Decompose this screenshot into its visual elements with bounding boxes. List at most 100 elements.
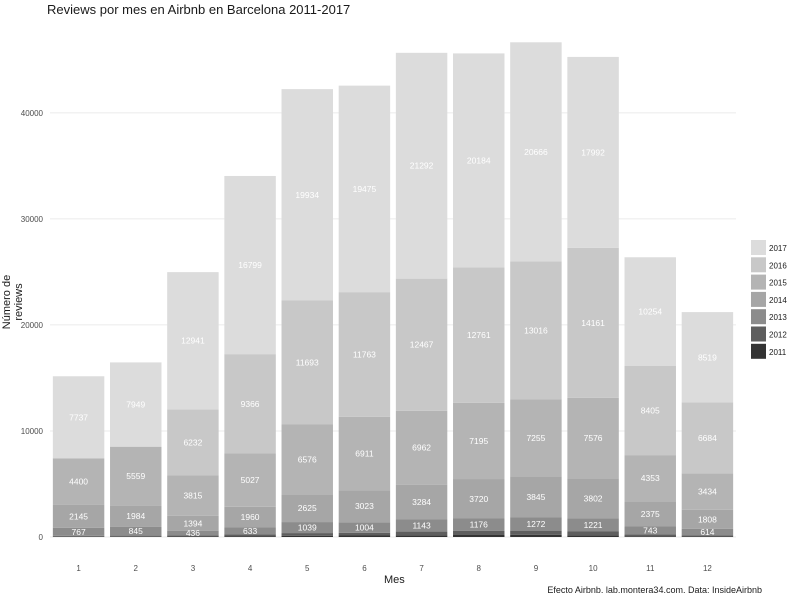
legend-label: 2013 [769, 313, 787, 322]
bars [52, 42, 734, 537]
bar-segment [395, 519, 448, 532]
legend-label: 2016 [769, 261, 787, 270]
bar-segment [624, 365, 676, 456]
bar-segment [395, 535, 448, 537]
bar-segment [395, 531, 448, 536]
bar-value-label: 7255 [526, 433, 545, 443]
bar-value-label: 5559 [126, 471, 145, 481]
bar-segment [167, 535, 219, 537]
bar-segment [281, 89, 333, 301]
x-tick-label: 1 [76, 564, 81, 573]
bar-segment [624, 536, 676, 537]
bar-segment [567, 478, 619, 519]
bar-segment [510, 42, 562, 262]
x-tick-label: 11 [646, 564, 655, 573]
bar-segment [681, 402, 734, 474]
bar-segment [338, 416, 391, 491]
bar-segment [624, 455, 676, 502]
bar-value-label: 10254 [638, 307, 662, 317]
bar-segment [167, 409, 219, 476]
bar-value-label: 8405 [641, 406, 660, 416]
bar-segment [453, 402, 505, 480]
bar-segment [567, 397, 619, 479]
bar-value-label: 1176 [470, 520, 489, 530]
bar-segment [110, 505, 162, 527]
bar-value-label: 4400 [69, 477, 88, 487]
bar-segment [624, 526, 676, 535]
bar-segment [338, 522, 391, 533]
bar-segment [510, 534, 562, 537]
bar-value-label: 8519 [698, 352, 717, 362]
bar-value-label: 9366 [241, 399, 260, 409]
bar-value-label: 13016 [524, 325, 548, 335]
x-tick-label: 2 [134, 564, 139, 573]
bar-value-label: 5027 [241, 475, 260, 485]
bar-value-label: 14161 [581, 318, 605, 328]
bar-segment [52, 535, 105, 537]
chart-title: Reviews por mes en Airbnb en Barcelona 2… [47, 2, 351, 17]
bar-value-label: 19475 [353, 184, 377, 194]
bar-segment [624, 534, 676, 537]
bar-value-label: 1272 [526, 519, 545, 529]
bar-value-label: 3802 [584, 493, 603, 503]
legend-label: 2012 [769, 331, 787, 340]
bar-segment [338, 490, 391, 523]
bar-segment [338, 532, 391, 536]
bar-segment [167, 515, 219, 531]
bar-segment [224, 354, 276, 454]
y-tick-label: 0 [39, 533, 44, 542]
bar-value-label: 2375 [641, 509, 660, 519]
x-axis-label: Mes [384, 574, 405, 586]
legend-swatch [751, 343, 766, 359]
bar-segment [681, 509, 734, 529]
bar-value-label: 21292 [410, 161, 434, 171]
bar-value-label: 1984 [126, 511, 145, 521]
bar-segment [395, 484, 448, 520]
bar-value-label: 845 [129, 526, 143, 536]
bar-value-label: 19934 [295, 190, 319, 200]
bar-value-label: 1394 [183, 518, 202, 528]
bar-segment [510, 517, 562, 531]
y-tick-label: 30000 [21, 215, 44, 224]
bar-segment [453, 479, 505, 519]
bar-segment [567, 535, 619, 537]
bar-segment [281, 533, 333, 536]
bar-segment [510, 261, 562, 400]
bar-segment [567, 531, 619, 536]
bar-segment [224, 527, 276, 535]
y-tick-label: 20000 [21, 321, 44, 330]
bar-segment [453, 530, 505, 535]
bar-segment [52, 376, 105, 459]
bar-segment [395, 278, 448, 411]
y-ticks: 0 10000 20000 30000 40000 [21, 109, 44, 542]
bar-segment [224, 506, 276, 528]
grid-lines [50, 112, 736, 538]
bar-value-label: 1143 [412, 521, 431, 531]
bar-value-label: 20666 [524, 147, 548, 157]
bar-value-label: 4353 [641, 473, 660, 483]
bar-value-label: 436 [186, 528, 200, 538]
bar-value-label: 3434 [698, 487, 717, 497]
bar-value-label: 6232 [183, 437, 202, 447]
bar-value-label: 1960 [241, 512, 260, 522]
x-tick-label: 4 [248, 564, 253, 573]
x-tick-label: 3 [191, 564, 196, 573]
bar-value-label: 633 [243, 526, 257, 536]
bar-value-label: 3815 [183, 491, 202, 501]
legend-label: 2014 [769, 296, 787, 305]
bar-segment [167, 530, 219, 536]
bar-segment [681, 473, 734, 510]
x-tick-label: 10 [589, 564, 598, 573]
x-tick-label: 7 [419, 564, 424, 573]
bar-segment [110, 535, 162, 537]
bar-value-label: 3284 [412, 497, 431, 507]
bar-segment [281, 522, 333, 534]
x-tick-label: 8 [477, 564, 482, 573]
bar-value-label: 7949 [126, 400, 145, 410]
legend-swatch [751, 240, 766, 255]
bar-value-label: 743 [643, 525, 657, 535]
bar-segment [338, 292, 391, 417]
x-tick-label: 5 [305, 564, 310, 573]
y-tick-label: 40000 [21, 109, 44, 118]
